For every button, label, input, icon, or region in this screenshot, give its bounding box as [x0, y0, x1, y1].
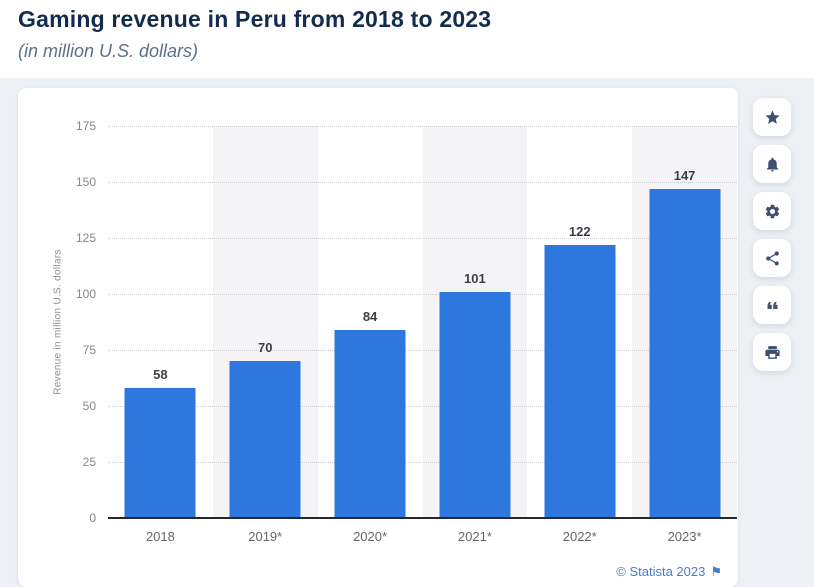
print-button[interactable]	[753, 333, 791, 371]
share-icon	[765, 250, 779, 266]
credit-text: © Statista 2023	[616, 564, 706, 579]
bar-2023[interactable]	[649, 188, 721, 518]
x-tick-label: 2018	[145, 529, 175, 544]
bell-icon	[766, 157, 778, 172]
value-label: 84	[362, 308, 378, 324]
bar-2022[interactable]	[544, 244, 616, 518]
share-button[interactable]	[753, 239, 791, 277]
gridline	[108, 126, 737, 127]
gridline	[108, 294, 737, 295]
page-title: Gaming revenue in Peru from 2018 to 2023	[18, 6, 492, 32]
value-label: 58	[153, 367, 168, 383]
y-tick-label: 125	[75, 231, 96, 245]
plot-area: 0 25 50 75 100 125 150 175 58 2018 70 2019* 84 2020*…	[76, 119, 737, 544]
x-tick-label: 2020*	[353, 529, 388, 544]
bar-2019[interactable]	[229, 361, 301, 518]
citation-button[interactable]	[753, 286, 791, 324]
y-tick-label: 75	[82, 343, 96, 357]
page-header: Gaming revenue in Peru from 2018 to 2023…	[0, 0, 814, 78]
print-icon	[764, 345, 780, 359]
x-tick-label: 2022*	[562, 529, 597, 544]
bar-2018[interactable]	[124, 388, 196, 518]
favorite-button[interactable]	[753, 98, 791, 136]
gridline	[108, 350, 737, 351]
page-subtitle: (in million U.S. dollars)	[18, 41, 199, 61]
x-tick-label: 2019*	[248, 529, 283, 544]
category-column: 84 2020*	[318, 126, 423, 544]
bar-2020[interactable]	[334, 329, 406, 518]
y-tick-label: 150	[75, 175, 96, 189]
chart-card: Revenue in million U.S. dollars 0 25 50 75 1…	[18, 88, 738, 587]
alert-button[interactable]	[753, 145, 791, 183]
chart-toolbar	[753, 98, 791, 371]
content-area: Revenue in million U.S. dollars 0 25 50 75 1…	[0, 78, 814, 587]
category-column: 147 2023*	[632, 126, 737, 544]
gear-icon	[765, 204, 779, 218]
gridline	[108, 238, 737, 239]
value-label: 122	[568, 223, 591, 239]
x-tick-label: 2021*	[457, 529, 492, 544]
y-axis-title: Revenue in million U.S. dollars	[52, 249, 64, 395]
y-tick-label: 0	[89, 511, 96, 525]
quote-icon	[767, 301, 777, 309]
category-column: 122 2022*	[527, 126, 632, 544]
gridline	[108, 182, 737, 183]
statista-credit[interactable]: © Statista 2023 ⚑	[616, 564, 722, 579]
category-column: 101 2021*	[423, 126, 528, 544]
x-tick-label: 2023*	[667, 529, 702, 544]
y-tick-label: 100	[75, 287, 96, 301]
bar-2021[interactable]	[439, 291, 511, 518]
star-icon	[764, 109, 780, 124]
y-tick-label: 175	[75, 119, 96, 133]
category-column: 70 2019*	[213, 126, 318, 544]
value-label: 70	[258, 340, 273, 356]
x-axis-line	[108, 517, 737, 519]
value-label: 101	[464, 270, 486, 286]
y-tick-label: 25	[82, 455, 96, 469]
value-label: 147	[673, 167, 696, 183]
y-tick-label: 50	[82, 399, 96, 413]
flag-icon: ⚑	[710, 564, 722, 579]
gridline	[108, 406, 737, 407]
category-column: 58 2018	[108, 126, 213, 544]
settings-button[interactable]	[753, 192, 791, 230]
gridline	[108, 462, 737, 463]
